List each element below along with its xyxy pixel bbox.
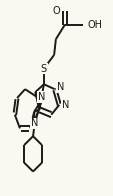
Text: O: O [52,6,60,16]
Text: N: N [61,100,68,110]
Text: OH: OH [87,19,102,30]
Text: N: N [38,92,45,102]
Text: S: S [40,64,47,74]
Text: N: N [31,118,38,129]
Text: N: N [56,82,64,92]
